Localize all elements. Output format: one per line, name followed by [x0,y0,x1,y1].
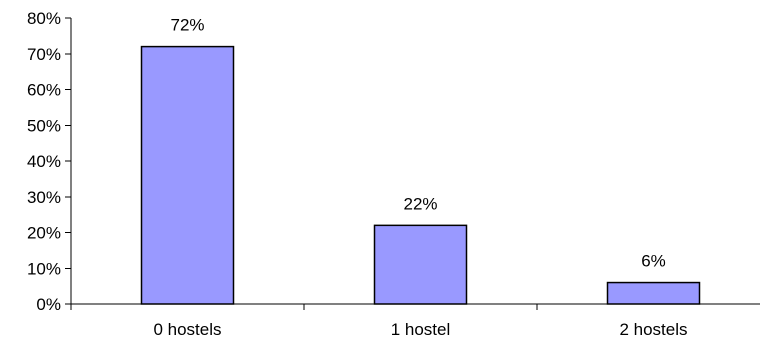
x-tick-label: 2 hostels [619,320,687,339]
data-label: 6% [641,252,666,271]
data-label: 22% [403,194,437,213]
y-tick-label: 30% [27,188,61,207]
bar-2-hostels [606,281,701,305]
y-tick-label: 10% [27,259,61,278]
y-tick-label: 60% [27,81,61,100]
y-tick-label: 20% [27,224,61,243]
y-tick-label: 40% [27,152,61,171]
y-tick-label: 80% [27,9,61,28]
bar-1-hostel [373,224,468,305]
y-tick-label: 50% [27,116,61,135]
x-axis: 0 hostels 1 hostel 2 hostels [70,303,760,339]
y-axis: 0% 10% 20% 30% 40% 50% 60% 70% 80% [27,9,72,314]
bars [140,45,701,305]
bar-0-hostels [140,45,235,305]
y-tick-label: 0% [36,295,61,314]
y-tick-label: 70% [27,45,61,64]
data-labels: 72% 22% 6% [170,16,665,271]
x-tick-label: 0 hostels [153,320,221,339]
x-tick-label: 1 hostel [391,320,451,339]
data-label: 72% [170,16,204,35]
